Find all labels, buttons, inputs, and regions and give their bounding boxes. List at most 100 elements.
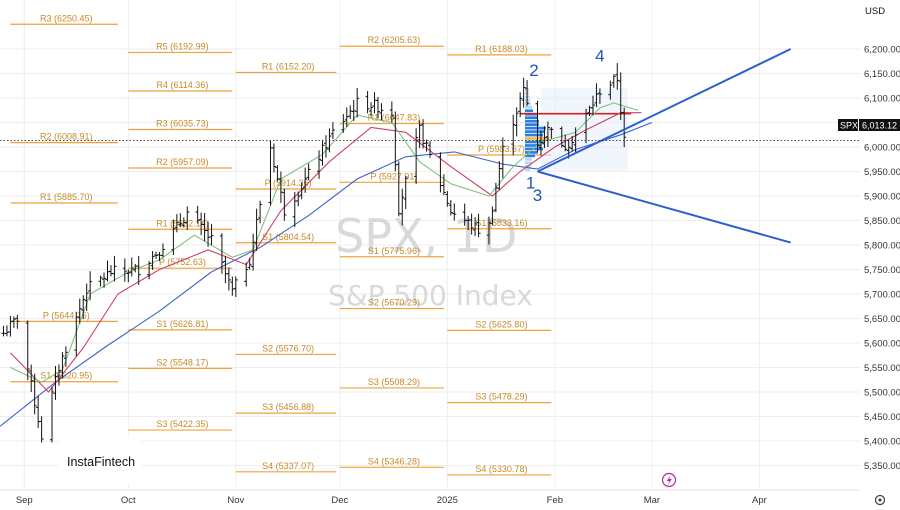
price-axis-bg — [860, 0, 900, 490]
price-bars — [1, 63, 627, 443]
pivot-label-13: S3 (5422.35) — [156, 419, 208, 429]
price-bar-21 — [102, 272, 107, 288]
pivot-label-21: R1 (6047.83) — [368, 113, 421, 123]
x-tick-label-0: Sep — [16, 495, 33, 506]
settings-gear-icon[interactable] — [874, 494, 886, 506]
price-bar-71 — [344, 107, 349, 128]
price-axis[interactable]: USD 5,350.00 5,400.00 5,450.00 5,500.00 5,55… — [860, 0, 900, 490]
price-bar-20 — [98, 275, 103, 287]
wave-markers: 1 2 3 4 — [526, 46, 605, 205]
price-bar-112 — [542, 126, 547, 149]
price-bar-40 — [195, 205, 200, 224]
price-bar-106 — [514, 107, 519, 137]
pivot-label-11: S1 (5626.81) — [156, 319, 208, 329]
price-bar-111 — [538, 130, 543, 156]
price-bar-102 — [493, 182, 498, 213]
price-bar-108 — [521, 77, 526, 108]
volume-profile — [520, 88, 632, 172]
price-bar-84 — [403, 176, 408, 210]
volume-row-6 — [524, 109, 533, 113]
price-bar-105 — [511, 114, 516, 156]
y-tick-label-4: 5,550.00 — [864, 363, 900, 374]
wave-marker-2: 2 — [529, 61, 538, 80]
price-bar-8 — [36, 395, 41, 428]
price-bar-51 — [247, 257, 252, 270]
price-bar-48 — [230, 276, 235, 296]
price-bar-36 — [174, 214, 179, 233]
price-bar-37 — [178, 213, 183, 228]
price-bar-93 — [448, 200, 453, 216]
volume-row-12 — [524, 130, 545, 133]
price-bar-56 — [271, 143, 276, 173]
time-axis[interactable]: Sep Oct Nov Dec 2025 Feb Mar Apr — [0, 489, 900, 510]
price-bar-122 — [590, 95, 595, 116]
pivot-label-0: R3 (6250.45) — [40, 13, 93, 23]
y-tick-label-12: 5,950.00 — [864, 167, 900, 178]
pivot-label-22: P (5927.91) — [370, 171, 417, 181]
price-bar-10 — [50, 386, 55, 443]
pivot-label-20: R2 (6205.63) — [368, 35, 421, 45]
ma-slow-line — [0, 121, 653, 427]
wave-marker-3: 3 — [533, 186, 542, 205]
price-bar-76 — [369, 102, 374, 117]
pivot-label-16: S1 (5804.54) — [262, 232, 314, 242]
watermark: SPX, 1D S&P 500 Index — [328, 209, 533, 312]
price-bar-91 — [441, 174, 446, 196]
x-tick-label-2: Nov — [227, 495, 244, 506]
pivot-label-29: S1 (5833.16) — [475, 218, 527, 228]
price-bar-97 — [469, 213, 474, 235]
x-tick-label-6: Mar — [644, 495, 660, 506]
price-bar-12 — [56, 364, 61, 386]
y-tick-label-2: 5,450.00 — [864, 412, 900, 423]
price-bar-119 — [573, 127, 578, 154]
volume-row-16 — [524, 144, 541, 147]
symbol-tag: SPX — [840, 121, 858, 131]
price-bar-39 — [185, 206, 190, 230]
brand-badge-bg — [58, 438, 142, 484]
price-bar-47 — [226, 267, 231, 291]
pivot-label-25: S3 (5508.29) — [368, 377, 420, 387]
x-tick-labels: Sep Oct Nov Dec 2025 Feb Mar Apr — [16, 495, 767, 506]
wave-marker-4: 4 — [595, 46, 604, 65]
price-bar-1 — [4, 325, 9, 337]
price-bar-81 — [393, 111, 398, 172]
pivot-label-4: S1 (5520.95) — [40, 371, 92, 381]
price-bar-123 — [594, 83, 599, 108]
price-bar-85 — [414, 128, 419, 184]
price-bar-44 — [209, 223, 214, 246]
pivot-label-31: S3 (5478.29) — [475, 392, 527, 402]
pivot-label-18: S3 (5456.88) — [262, 402, 314, 412]
price-bar-24 — [112, 255, 117, 282]
currency-label[interactable]: USD — [865, 6, 885, 17]
x-tick-label-1: Oct — [121, 495, 136, 506]
x-tick-label-4: 2025 — [437, 495, 458, 506]
price-bar-0 — [1, 325, 6, 337]
price-bar-3 — [11, 316, 16, 328]
volume-row-8 — [524, 116, 538, 120]
pivot-label-27: R1 (6188.03) — [475, 44, 528, 54]
price-bar-50 — [244, 262, 249, 287]
volume-row-14 — [524, 137, 549, 140]
price-bar-27 — [129, 257, 134, 277]
price-bar-75 — [365, 91, 370, 114]
price-bar-66 — [320, 139, 325, 166]
price-bar-101 — [490, 206, 495, 226]
lightning-icon[interactable] — [661, 472, 677, 488]
y-tick-label-13: 6,000.00 — [864, 143, 900, 154]
pivot-label-1: R2 (6008.91) — [40, 132, 93, 142]
price-bar-34 — [160, 243, 165, 258]
pivot-levels: R3 (6250.45) R2 (6008.91) R1 (5885.70) P (5… — [10, 13, 552, 476]
volume-row-9 — [524, 119, 539, 123]
price-bar-70 — [341, 113, 346, 133]
price-bar-60 — [292, 191, 297, 228]
trendlines[interactable] — [537, 48, 792, 244]
ma-mid-line — [10, 112, 642, 393]
price-bar-14 — [63, 346, 68, 367]
y-tick-label-9: 5,800.00 — [864, 241, 900, 252]
pivot-label-14: R1 (6152.20) — [262, 61, 315, 71]
price-bar-100 — [486, 216, 491, 245]
value-area-box — [540, 88, 628, 172]
pivot-label-23: S1 (5775.96) — [368, 246, 420, 256]
volume-row-20 — [524, 158, 532, 161]
